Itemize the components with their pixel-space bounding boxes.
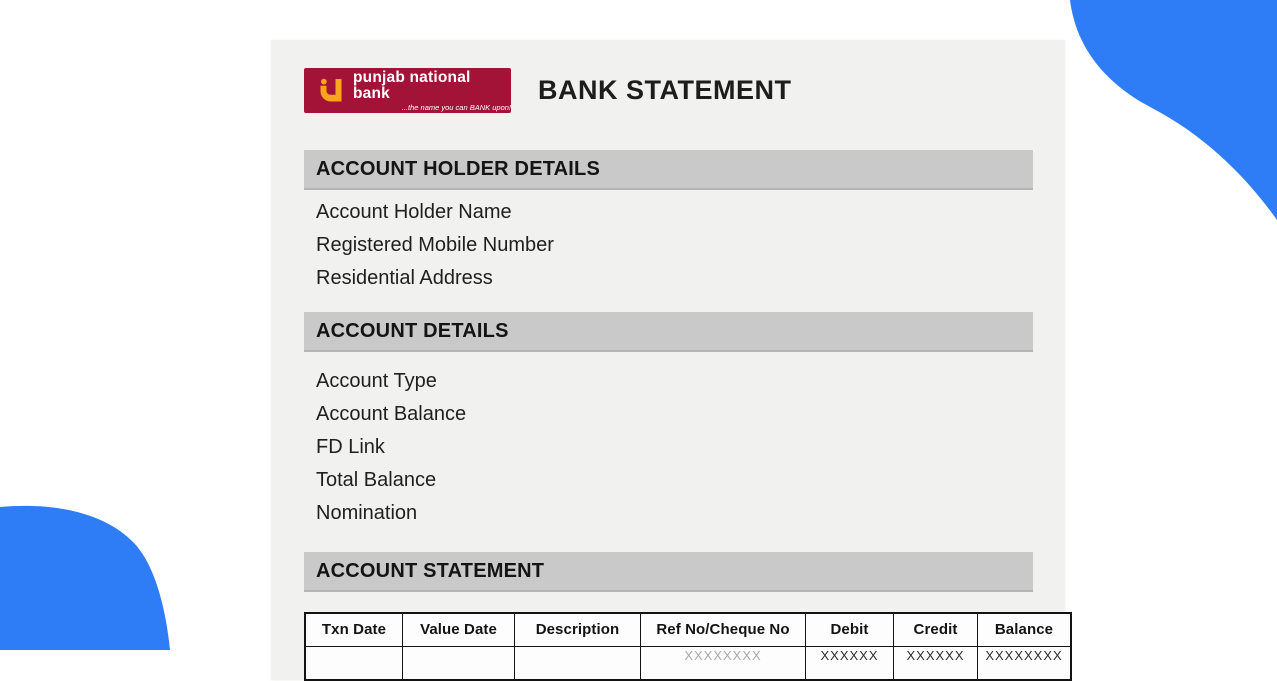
field-label: Account Holder Name [316,201,512,223]
column-header: Debit [805,612,894,647]
column-header: Balance [977,612,1072,647]
page-title: BANK STATEMENT [538,75,792,105]
pnb-emblem-icon [320,78,342,101]
field-label: Residential Address [316,267,493,289]
column-header: Value Date [402,612,515,647]
table-header-row: Txn Date Value Date Description Ref No/Cheq… [304,612,1072,647]
table-cell: XXXXXX [805,646,894,681]
field-list: Account Type Account Balance FD Link Total … [316,365,1033,530]
bank-statement-document: punjab national bank ...the name you can… [271,40,1072,681]
section-title: ACCOUNT HOLDER DETAILS [316,157,601,180]
table-cell [514,646,641,681]
table-cell: XXXXXXXX [977,646,1072,681]
section-account-statement: ACCOUNT STATEMENT Txn Date Value Date Desc… [304,552,1072,681]
table-cell [402,646,515,681]
decorative-blob-top-right [1070,0,1277,220]
field-label: Account Balance [316,403,467,425]
section-account-holder-details: ACCOUNT HOLDER DETAILS Account Holder Na… [304,150,1033,295]
table-row: XXXXXXXX XXXXXX XXXXXX XXXXXXXX [304,646,1072,681]
field-label: Registered Mobile Number [316,234,554,256]
column-header: Txn Date [304,612,403,647]
section-title: ACCOUNT DETAILS [316,319,509,342]
bank-tagline: ...the name you can BANK upon! [401,102,511,112]
section-title: ACCOUNT STATEMENT [316,559,545,582]
column-header: Ref No/Cheque No [640,612,806,647]
table-cell: XXXXXXXX [640,646,806,681]
section-header-account-statement: ACCOUNT STATEMENT [304,552,1033,592]
bank-name: punjab national bank [353,68,471,102]
document-header: punjab national bank ...the name you can… [304,68,1033,113]
field-label: Account Type [316,370,437,392]
pnb-logo: punjab national bank ...the name you can… [304,68,511,113]
table-cell: XXXXXX [893,646,978,681]
column-header: Description [514,612,641,647]
section-header-account-holder-details: ACCOUNT HOLDER DETAILS [304,150,1033,190]
section-header-account-details: ACCOUNT DETAILS [304,312,1033,352]
field-label: FD Link [316,436,385,458]
table-cell [304,646,403,681]
field-list: Account Holder Name Registered Mobile Num… [316,196,1033,295]
statement-table: Txn Date Value Date Description Ref No/Cheq… [304,612,1072,681]
field-label: Nomination [316,502,418,524]
field-label: Total Balance [316,469,437,491]
logo-text: punjab national bank ...the name you can… [353,68,511,112]
decorative-blob-bottom-left [0,505,170,650]
column-header: Credit [893,612,978,647]
section-account-details: ACCOUNT DETAILS Account Type Account Bala… [304,312,1033,530]
